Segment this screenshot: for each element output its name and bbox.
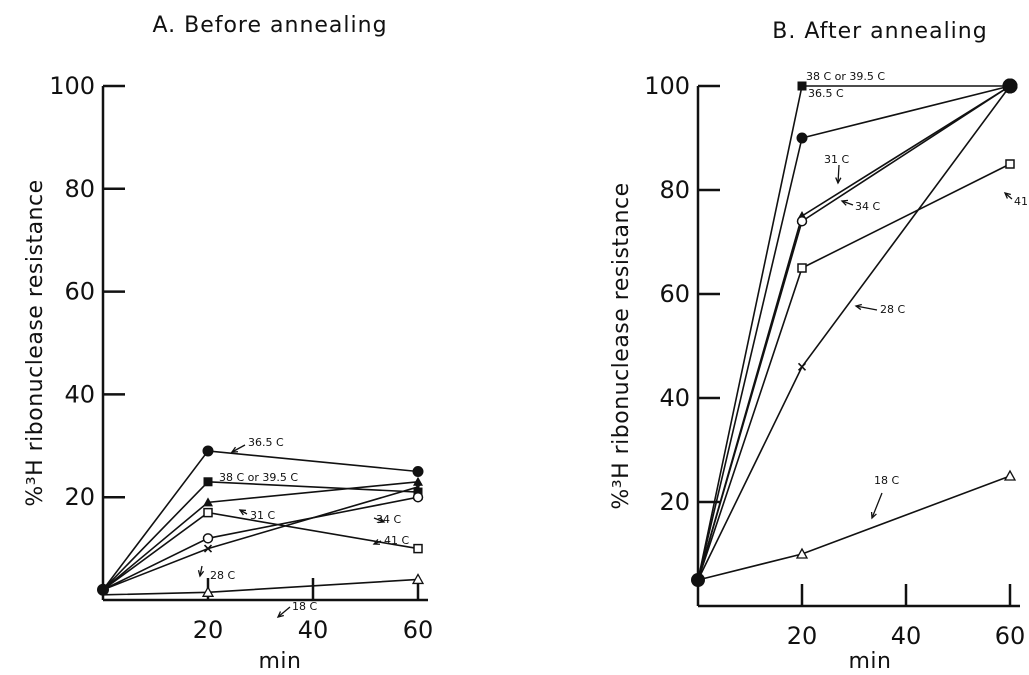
chart-panel-1: B. After annealing 20 40 60 80 100 20 40 60 min %³… [609, 19, 1029, 674]
data-point [797, 81, 807, 91]
data-point [1002, 78, 1018, 94]
series-line-5 [102, 486, 419, 591]
data-point [202, 445, 214, 457]
chart-panel-0: A. Before annealing 20 40 60 80 100 20 40 60 min%… [23, 13, 433, 674]
data-point-origin [691, 573, 705, 587]
x-tick-label: 60 [995, 622, 1026, 650]
y-tick-label: 20 [64, 483, 95, 511]
x-axis-label: min [849, 649, 892, 674]
data-point-origin [97, 583, 109, 596]
data-point [203, 497, 213, 507]
series-line-5 [697, 85, 1011, 581]
series-annotation: 38 C or 39.5 C [219, 471, 298, 484]
y-tick-label: 100 [644, 72, 690, 100]
data-point [203, 507, 213, 518]
series-annotation: 41 C [384, 534, 409, 547]
y-tick-label: 20 [659, 488, 690, 516]
data-point [412, 466, 424, 477]
data-point [796, 215, 808, 227]
x-tick-label: 60 [403, 616, 434, 644]
series-annotation: 36.5 C [808, 87, 844, 100]
series-line-6 [697, 475, 1011, 581]
series-line-4 [697, 163, 1011, 581]
series-annotation: 28 C [880, 303, 905, 316]
series-annotation: 28 C [210, 569, 235, 582]
data-point [202, 533, 214, 544]
y-tick-label: 40 [659, 384, 690, 412]
data-point [797, 362, 807, 371]
y-tick-label: 100 [49, 72, 95, 100]
data-point [203, 477, 213, 487]
series-annotation: 34 C [376, 513, 401, 526]
series-line-0 [697, 85, 1010, 581]
y-axis-label: %³H ribonuclease resistance [609, 182, 634, 509]
data-point [413, 543, 423, 554]
series-annotation: 38 C or 39.5 C [806, 70, 885, 83]
data-point [797, 263, 807, 273]
x-axis-label: min [259, 649, 302, 674]
series-annotation: 18 C [874, 474, 899, 487]
series-annotation: 31 C [250, 509, 275, 522]
data-point [201, 585, 215, 597]
y-tick-label: 60 [659, 280, 690, 308]
series-annotation: 18 C [292, 600, 317, 613]
chart-title: B. After annealing [772, 19, 987, 44]
x-tick-label: 40 [891, 622, 922, 650]
data-point [796, 132, 808, 144]
series-line-6 [102, 578, 419, 596]
data-point [203, 544, 213, 553]
data-point [413, 482, 423, 491]
series-line-1 [697, 85, 1011, 581]
y-tick-label: 80 [659, 176, 690, 204]
series-annotation: 36.5 C [248, 436, 284, 449]
series-line-2 [697, 85, 1011, 581]
chart-title: A. Before annealing [152, 13, 387, 38]
data-point [1003, 469, 1017, 481]
data-point [795, 547, 809, 559]
series-line-2 [102, 480, 419, 591]
data-point [411, 573, 425, 585]
x-tick-label: 40 [298, 616, 329, 644]
y-tick-label: 40 [64, 380, 95, 408]
series-annotation: 31 C [824, 153, 849, 166]
series-annotation: 41 C [1014, 195, 1029, 208]
x-tick-label: 20 [787, 622, 818, 650]
data-point [1005, 159, 1015, 169]
y-axis-label: %³H ribonuclease resistance [23, 179, 48, 506]
x-tick-label: 20 [193, 616, 224, 644]
y-tick-label: 80 [64, 175, 95, 203]
y-tick-label: 60 [64, 278, 95, 306]
series-line-3 [697, 85, 1011, 581]
series-annotation: 34 C [855, 200, 880, 213]
data-point [412, 491, 424, 503]
